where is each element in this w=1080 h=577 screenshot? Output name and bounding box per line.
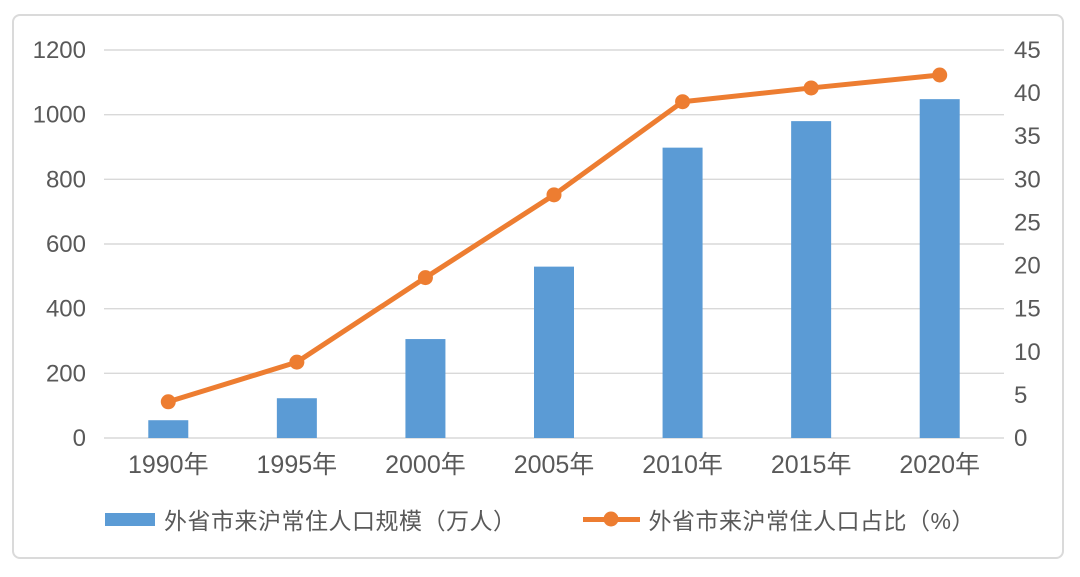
right-axis-tick-label: 10 [1014,339,1041,366]
right-axis-tick-label: 0 [1014,425,1027,452]
population-bar [276,398,317,438]
legend-item-bar-series: 外省市来沪常住人口规模（万人） [105,502,517,536]
population-bar [405,339,446,438]
left-axis-tick-label: 200 [46,360,86,387]
line-series-marker-icon [603,511,619,527]
left-axis-tick-label: 400 [46,296,86,323]
left-axis-tick-label: 1000 [33,102,86,129]
bar-series-legend-label: 外省市来沪常住人口规模（万人） [164,508,517,534]
legend-item-line-series: 外省市来沪常住人口占比（%） [582,502,975,536]
right-axis-tick-label: 45 [1014,37,1041,64]
right-axis-tick-label: 20 [1014,253,1041,280]
bar-series-swatch-icon [105,512,156,526]
right-axis-tick-label: 5 [1014,382,1027,409]
percentage-line-marker [160,394,176,410]
right-axis-tick-label: 15 [1014,296,1041,323]
left-axis-tick-label: 1200 [33,37,86,64]
x-axis-tick-label: 1995年 [257,451,338,479]
line-series-legend-label: 外省市来沪常住人口占比（%） [648,508,975,534]
left-axis-tick-label: 600 [46,231,86,258]
line-series-swatch-icon [582,511,640,527]
percentage-line-marker [546,187,562,203]
x-axis-tick-label: 1990年 [128,451,209,479]
population-bar [534,266,574,438]
left-axis-tick-label: 0 [73,425,86,452]
left-axis-tick-label: 800 [46,166,86,193]
percentage-line-marker [803,80,819,96]
x-axis-tick-label: 2000年 [385,451,466,479]
x-axis-tick-label: 2010年 [642,451,723,479]
chart-legend: 外省市来沪常住人口规模（万人） 外省市来沪常住人口占比（%） [0,502,1080,536]
population-bar [662,147,703,438]
population-bar [919,99,960,438]
x-axis-tick-label: 2005年 [514,451,595,479]
right-axis-tick-label: 30 [1014,166,1041,193]
population-bar [791,121,832,438]
population-bar [148,420,189,438]
x-axis-tick-label: 2015年 [771,451,852,479]
right-axis-tick-label: 35 [1014,123,1041,150]
percentage-line-marker [417,270,433,286]
right-axis-tick-label: 40 [1014,80,1041,107]
right-axis-tick-label: 25 [1014,209,1041,236]
percentage-line-marker [675,94,691,110]
x-axis-tick-label: 2020年 [899,451,980,479]
percentage-line-marker [932,67,948,83]
percentage-line-marker [289,354,305,370]
